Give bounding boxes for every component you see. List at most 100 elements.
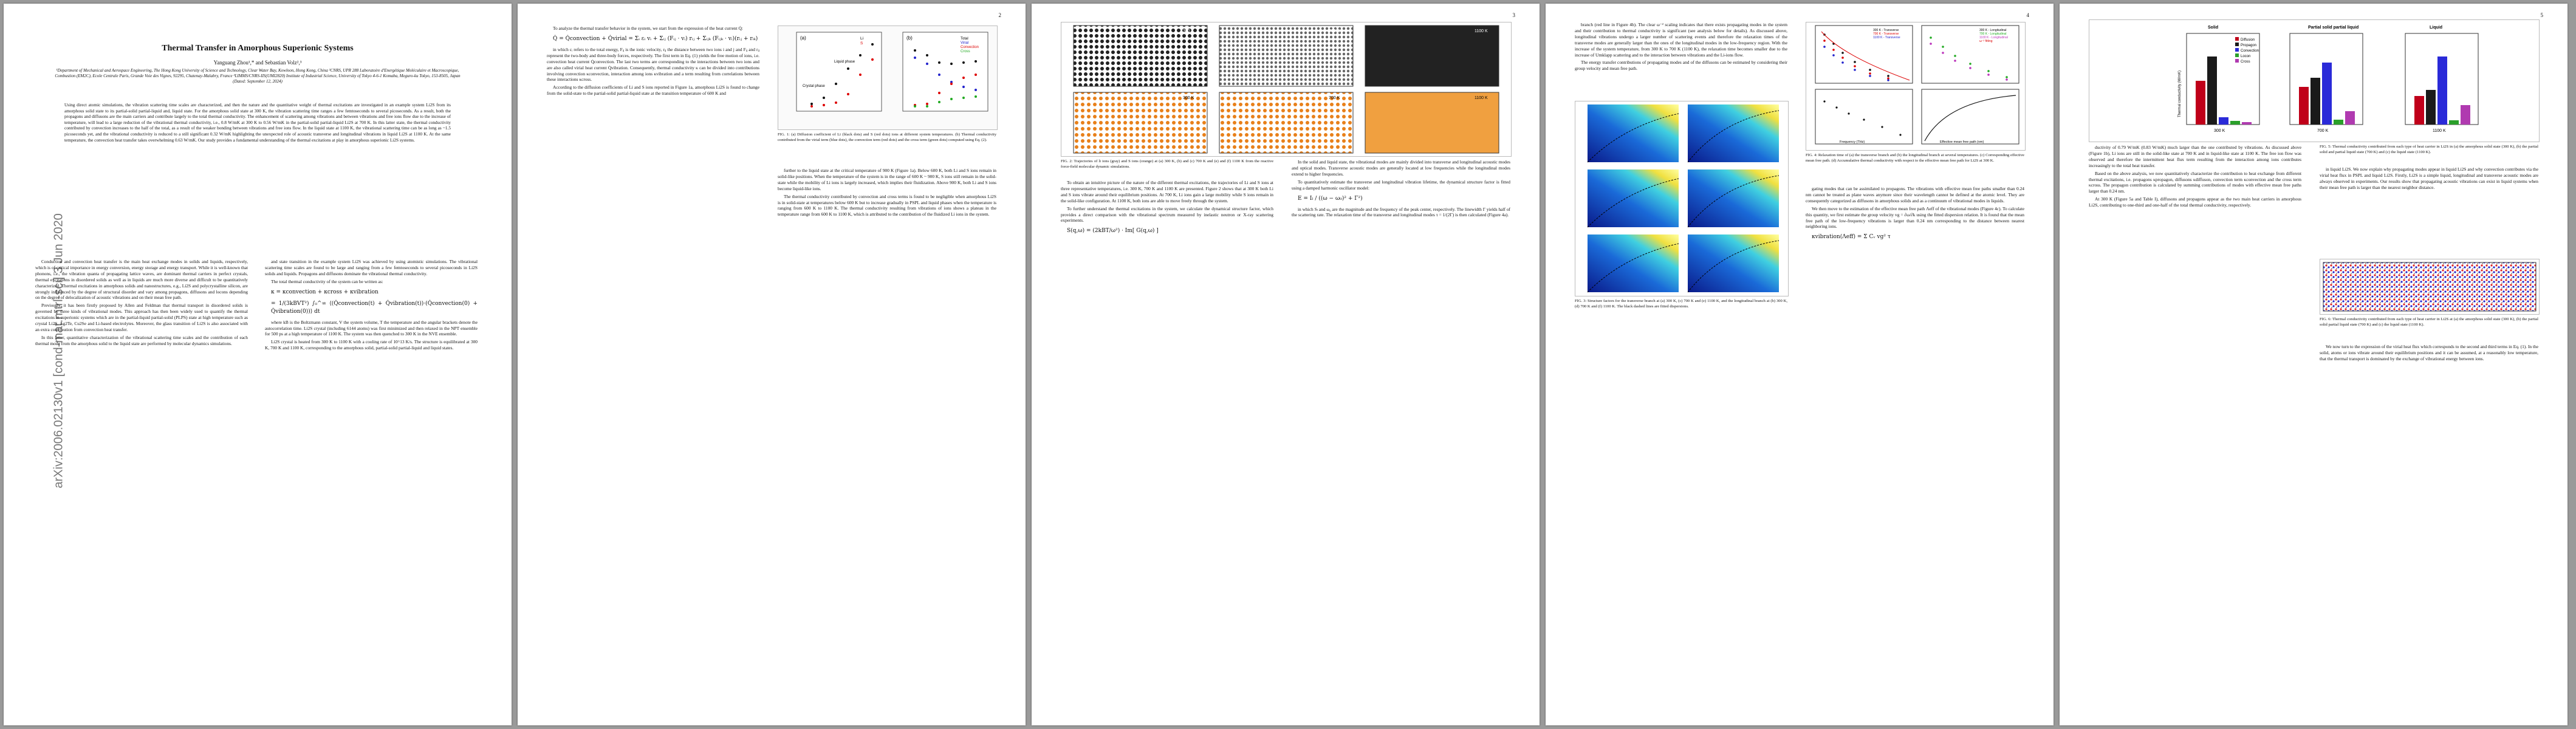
fig4-legend-5: 1100 K - Longitudinal (1979, 36, 2008, 39)
paragraph: According to the diffusion coefficients … (547, 84, 759, 97)
fig4-legend-3: 300 K - Longitudinal (1979, 29, 2006, 32)
paragraph: To analyze the thermal transfer behavior… (553, 26, 743, 31)
page4-column-left: branch (red line in Figure 4b). The clea… (1575, 22, 1787, 74)
fig5-bars-1100k (2414, 56, 2470, 125)
figure-2-trajectories: 300 K 700 K 1100 K 300 K 700 K 1100 K (1073, 25, 1499, 154)
fig1-legend-li: Li (860, 36, 863, 41)
fig5-xlabel-300: 300 K (2214, 129, 2225, 133)
equation-5: κvibration(Λeff) = Σ Cᵥ vg² τ (1812, 234, 1891, 241)
paper-affiliations: ¹Department of Mechanical and Aerospace … (46, 68, 469, 84)
page-1: arXiv:2006.02130v1 [cond-mat.mtrl-sci] 3… (4, 4, 512, 725)
svg-text:(a): (a) (800, 35, 806, 41)
page-number: 5 (2540, 12, 2544, 18)
paper-title: Thermal Transfer in Amorphous Superionic… (162, 44, 354, 53)
figure-4: 300 K - Transverse 700 K - Transverse 11… (1806, 22, 2026, 151)
page4-column-right: gating modes that can be assimilated to … (1806, 186, 2024, 245)
equation-2b: = 1/(3kBVT²) ∫₀^∞ ⟨(Q̇convection(t) + Q̇… (271, 300, 478, 315)
paragraph: The energy transfer contributions of pro… (1575, 60, 1787, 72)
page2-column-right: further to the liquid state at the criti… (778, 168, 996, 219)
fig5-legend-locon: Locon (2241, 55, 2250, 58)
fig5-legend-cross: Cross (2241, 60, 2250, 64)
paragraph: Previously, it has been firstly proposed… (35, 303, 248, 332)
fig5-xlabel-700: 700 K (2317, 129, 2329, 133)
fig1b-legend-convection: Convection (961, 46, 979, 49)
paragraph: and state transition in the example syst… (265, 259, 478, 276)
fig1-phase-crystal: Crystal phase (803, 84, 825, 88)
figure-1-caption: FIG. 1: (a) Diffusion coefficient of Li … (778, 132, 996, 142)
affiliations-text: ¹Department of Mechanical and Aerospace … (55, 68, 461, 78)
paragraph: branch (red line in Figure 4b). The clea… (1575, 22, 1787, 58)
fig4b-points (1930, 36, 2008, 81)
fig1-legend-s: S (860, 41, 863, 46)
page-4: 4 branch (red line in Figure 4b). The cl… (1546, 4, 2054, 725)
figure-4-plot: 300 K - Transverse 700 K - Transverse 11… (1815, 25, 2019, 145)
paragraph: Conduction and convection heat transfer … (35, 259, 248, 301)
page5-column-right: in liquid Li2S. We now explain why propa… (2320, 166, 2538, 193)
figure-5-barchart: Solid Partial solid partial liquid Liqui… (2178, 26, 2479, 133)
paragraph: To quantitatively estimate the transvers… (1292, 179, 1510, 191)
fig5-group-pspl: Partial solid partial liquid (2308, 26, 2358, 30)
fig5-legend: Diffusion Propagon Convection Locon Cros… (2235, 37, 2259, 64)
page1-column-left: Conduction and convection heat transfer … (35, 259, 248, 349)
figure-3 (1575, 101, 1789, 296)
fig2-label-b: 700 K (1329, 29, 1340, 33)
figure-6-snapshot (2323, 262, 2537, 312)
fig1b-points (914, 49, 977, 108)
page-3: 3 300 K 700 K 1100 K 300 K 700 K 1100 K … (1032, 4, 1540, 725)
fig5-legend-diffusion: Diffusion (2241, 38, 2255, 42)
fig2-label-c: 1100 K (1475, 29, 1488, 33)
fig1b-legend-virial: Virial (961, 41, 968, 45)
page3-column-right: In the solid and liquid state, the vibra… (1292, 159, 1510, 220)
fig2-label-d: 300 K (1183, 96, 1194, 100)
page3-column-left: To obtain an intuitive picture of the na… (1061, 180, 1273, 239)
dated-line: (Dated: September 12, 2024) (233, 79, 283, 84)
svg-text:(b): (b) (906, 35, 913, 41)
figure-3-caption: FIG. 3: Structure factors for the transv… (1575, 299, 1787, 309)
page2-column-left: To analyze the thermal transfer behavior… (547, 26, 759, 98)
paragraph: To further understand the thermal excita… (1061, 205, 1273, 224)
paragraph: The total thermal conductivity of the sy… (271, 278, 383, 284)
figure-4-caption: FIG. 4: Relaxation time of (a) the trans… (1806, 153, 2024, 163)
paragraph: ductivity of 0.79 W/mK (0.83 W/mK) much … (2089, 145, 2301, 168)
fig5-bars-300k (2196, 56, 2252, 125)
paper-authors: Yanguang Zhou¹,* and Sebastian Volz²,³ (213, 60, 302, 66)
fig1a-points (810, 43, 874, 108)
page1-column-right: and state transition in the example syst… (265, 259, 478, 353)
figure-5: Solid Partial solid partial liquid Liqui… (2089, 19, 2540, 142)
figure-3-heatmaps (1587, 104, 1780, 293)
fig4-xlabel-a: Frequency (THz) (1840, 140, 1865, 144)
fig5-legend-propagon: Propagon (2241, 44, 2256, 47)
fig2-label-f: 1100 K (1475, 96, 1488, 100)
fig4-xlabel-d: Effective mean free path (nm) (1940, 140, 1984, 144)
equation-3: S(q,ω) = (2kBT/ω²) · Im[ G(q,ω) ] (1067, 228, 1159, 234)
paragraph: Based on the above analysis, we now quan… (2089, 170, 2301, 194)
paragraph: In the solid and liquid state, the vibra… (1292, 159, 1510, 177)
figure-2-caption: FIG. 2: Trajectories of li ions (gray) a… (1061, 159, 1273, 169)
fig5-group-solid: Solid (2208, 26, 2218, 30)
paragraph: further to the liquid state at the criti… (778, 168, 996, 191)
fig4-legend-2: 1100 K - Transverse (1873, 36, 1900, 39)
page-5: 5 Solid Partial solid partial liquid Liq… (2060, 4, 2567, 725)
paragraph: In this letter, quantitative characteriz… (35, 334, 248, 346)
fig1b-legend-cross: Cross (961, 50, 970, 53)
paragraph: The thermal conductivity contributed by … (778, 193, 996, 217)
fig4c-points (1823, 100, 1902, 136)
fig5-group-liquid: Liquid (2430, 26, 2442, 30)
paragraph: We then move to the estimation of the ef… (1806, 205, 2024, 230)
figure-6-caption: FIG. 6: Thermal conductivity contributed… (2320, 317, 2538, 327)
paragraph: in which Sₗ and ω₀ are the magnitude and… (1292, 206, 1510, 218)
equation-2: κ = κconvection + κcross + κvibration (271, 289, 379, 295)
figure-5-caption: FIG. 5: Thermal conductivity contributed… (2320, 145, 2538, 154)
paragraph: in which εᵢ refers to the total energy, … (547, 46, 759, 83)
page-2: 2 To analyze the thermal transfer behavi… (518, 4, 1026, 725)
fig4-legend-4: 700 K - Longitudinal (1979, 32, 2006, 36)
fig4a-points (1821, 31, 1910, 81)
page-number: 2 (998, 12, 1002, 18)
page5-column-right-2: We now turn to the expression of the vir… (2320, 344, 2538, 364)
fig2-label-e: 700 K (1329, 96, 1340, 100)
fig5-ylabel: Thermal conductivity (W/mK) (2178, 70, 2182, 117)
fig5-bars-700k (2299, 63, 2355, 125)
page-number: 3 (1512, 12, 1516, 18)
paper-abstract: Using direct atomic simulations, the vib… (64, 102, 451, 143)
figure-1-plot: (a) (b) Li S Total Virial Convection Cro… (796, 32, 988, 112)
